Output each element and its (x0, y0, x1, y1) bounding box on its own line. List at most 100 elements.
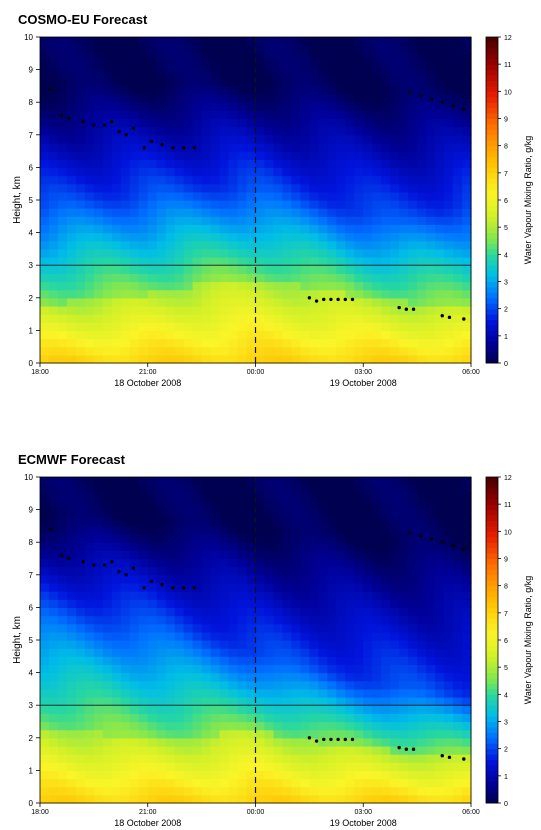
heatmap-cell (291, 582, 301, 592)
heatmap-cell (291, 257, 301, 266)
heatmap-cell (309, 354, 319, 364)
heatmap-cell (219, 762, 230, 771)
heatmap-cell (183, 680, 194, 690)
heatmap-cell (300, 574, 310, 584)
heatmap-cell (120, 126, 131, 136)
heatmap-cell (282, 525, 293, 535)
heatmap-cell (453, 216, 463, 226)
heatmap-cell (309, 126, 319, 136)
colorbar-tick-label: 12 (504, 35, 512, 42)
heatmap-cell (129, 607, 140, 617)
heatmap-cell (273, 257, 284, 266)
heatmap-cell (291, 754, 301, 763)
heatmap-cell (246, 705, 257, 714)
colorbar-tick-label: 5 (504, 225, 508, 232)
heatmap-cell (40, 745, 50, 755)
heatmap-cell (435, 640, 445, 649)
heatmap-cell (156, 534, 167, 543)
heatmap-cell (453, 94, 463, 103)
heatmap-cell (57, 680, 68, 690)
heatmap-cell (291, 297, 301, 307)
heatmap-cell (372, 697, 382, 706)
heatmap-cell (399, 61, 409, 71)
heatmap-cell (318, 102, 328, 111)
heatmap-cell (138, 615, 149, 625)
heatmap-cell (48, 501, 59, 511)
heatmap-cell (426, 297, 436, 307)
heatmap-cell (318, 94, 328, 103)
heatmap-cell (219, 110, 230, 120)
heatmap-cell (336, 191, 346, 201)
heatmap-cell (336, 330, 346, 340)
heatmap-cell (165, 631, 176, 641)
heatmap-cell (156, 656, 167, 666)
heatmap-cell (210, 615, 221, 625)
heatmap-cell (318, 346, 328, 356)
heatmap-cell (426, 61, 436, 71)
heatmap-cell (102, 94, 113, 103)
heatmap-cell (372, 705, 382, 714)
heatmap-cell (417, 534, 427, 543)
heatmap-cell (66, 509, 77, 519)
colorbar-tick-label: 0 (504, 361, 508, 368)
heatmap-cell (129, 167, 140, 177)
heatmap-cell (318, 640, 328, 649)
heatmap-cell (381, 289, 391, 299)
heatmap-cell (111, 53, 122, 63)
heatmap-cell (381, 534, 391, 543)
heatmap-cell (273, 183, 284, 193)
date-label: 19 October 2008 (330, 378, 397, 388)
heatmap-cell (309, 501, 319, 511)
heatmap-cell (426, 729, 436, 739)
heatmap-cell (282, 45, 293, 54)
heatmap-cell (426, 216, 436, 226)
heatmap-cell (66, 599, 77, 608)
heatmap-cell (282, 778, 293, 788)
colorbar-swatch (486, 618, 498, 625)
heatmap-cell (183, 159, 194, 168)
heatmap-cell (363, 167, 373, 177)
heatmap-cell (363, 248, 373, 258)
heatmap-cell (210, 297, 221, 307)
heatmap-cell (102, 754, 113, 763)
heatmap-cell (291, 558, 301, 568)
heatmap-cell (228, 175, 239, 185)
heatmap-cell (219, 672, 230, 682)
heatmap-cell (255, 53, 266, 63)
heatmap-cell (309, 688, 319, 698)
heatmap-cell (345, 338, 355, 348)
heatmap-cell (147, 354, 158, 364)
heatmap-cell (291, 599, 301, 608)
heatmap-cell (453, 77, 463, 87)
heatmap-cell (282, 53, 293, 63)
heatmap-cell (363, 542, 373, 551)
heatmap-cell (453, 289, 463, 299)
heatmap-cell (390, 607, 400, 617)
cloud-base-point (59, 553, 64, 557)
heatmap-cell (156, 110, 167, 120)
heatmap-cell (462, 493, 472, 503)
heatmap-cell (345, 574, 355, 584)
heatmap-cell (291, 77, 301, 87)
heatmap-cell (192, 37, 203, 46)
heatmap-cell (462, 794, 472, 804)
heatmap-cell (129, 599, 140, 608)
heatmap-cell (390, 159, 400, 168)
heatmap-cell (192, 126, 203, 136)
heatmap-cell (417, 142, 427, 152)
heatmap-cell (40, 151, 50, 160)
heatmap-cell (453, 664, 463, 674)
heatmap-cell (282, 354, 293, 364)
heatmap-cell (219, 477, 230, 486)
heatmap-cell (246, 232, 257, 242)
heatmap-cell (255, 754, 266, 763)
colorbar-tick-label: 0 (504, 801, 508, 808)
heatmap-cell (390, 265, 400, 274)
heatmap-cell (399, 85, 409, 95)
heatmap-cell (399, 591, 409, 600)
heatmap-cell (138, 53, 149, 63)
heatmap-cell (336, 477, 346, 486)
heatmap-cell (147, 248, 158, 258)
heatmap-cell (183, 558, 194, 568)
colorbar-swatch (486, 140, 498, 147)
